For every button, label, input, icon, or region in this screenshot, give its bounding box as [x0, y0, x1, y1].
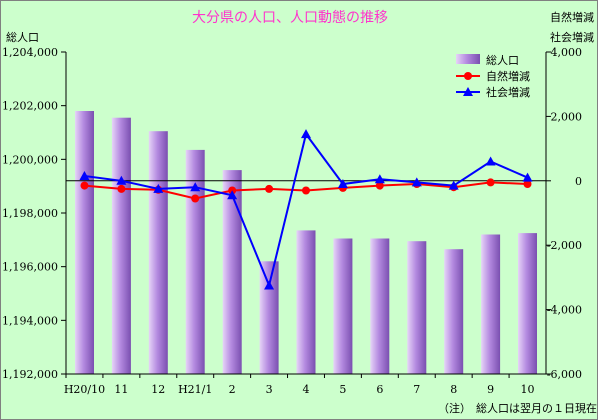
left-tick-label-3: 1,198,000 — [2, 207, 58, 220]
left-axis-label: 総人口 — [6, 30, 39, 44]
point-0-5 — [265, 184, 274, 193]
bar-series-group — [75, 111, 537, 374]
legend-label-1: 自然増減 — [486, 69, 530, 83]
x-tick-label-7: 5 — [339, 383, 346, 396]
x-tick-label-0: H20/10 — [64, 383, 105, 396]
left-tick-label-2: 1,196,000 — [2, 261, 58, 274]
legend-label-0: 総人口 — [486, 53, 519, 67]
x-tick-label-5: 3 — [266, 383, 273, 396]
legend-marker-2 — [463, 87, 473, 96]
right-tick-label-5: 4,000 — [551, 46, 583, 59]
x-tick-label-11: 9 — [487, 383, 494, 396]
point-1-4 — [227, 190, 238, 200]
bar-2 — [148, 131, 168, 374]
bar-1 — [111, 117, 131, 374]
right-tick-label-3: 0 — [575, 175, 582, 188]
point-1-9 — [411, 177, 422, 187]
right-tick-label-2: -2,000 — [547, 239, 582, 252]
x-tick-label-1: 11 — [114, 383, 128, 396]
point-1-7 — [337, 179, 348, 189]
point-0-8 — [375, 181, 384, 190]
point-1-10 — [448, 180, 459, 190]
left-tick-label-5: 1,202,000 — [2, 100, 58, 113]
x-tick-label-3: H21/1 — [178, 383, 212, 396]
point-1-8 — [374, 174, 385, 184]
bar-4 — [222, 170, 242, 374]
point-1-11 — [485, 156, 496, 166]
line-series-group — [79, 129, 533, 290]
point-1-5 — [264, 280, 275, 290]
point-1-3 — [190, 182, 201, 192]
bar-9 — [407, 241, 427, 374]
right-tick-label-0: -6,000 — [547, 368, 582, 381]
footnote: 総人口は翌月の１日現在 — [476, 401, 597, 415]
left-tick-label-4: 1,200,000 — [2, 153, 58, 166]
x-tick-label-2: 12 — [151, 383, 165, 396]
x-tick-label-9: 7 — [413, 383, 420, 396]
point-0-0 — [80, 181, 89, 190]
bar-5 — [259, 261, 279, 374]
point-0-1 — [117, 184, 126, 193]
point-1-0 — [79, 170, 90, 180]
left-tick-label-6: 1,204,000 — [2, 46, 58, 59]
x-tick-label-8: 6 — [376, 383, 383, 396]
point-1-2 — [153, 183, 164, 193]
point-0-6 — [302, 186, 310, 195]
point-1-1 — [116, 175, 127, 185]
chart-title: 大分県の人口、人口動態の推移 — [192, 10, 388, 26]
bar-8 — [370, 238, 390, 374]
point-1-6 — [301, 129, 311, 139]
legend-swatch-0 — [456, 54, 480, 64]
x-tick-label-4: 2 — [229, 383, 236, 396]
bar-11 — [481, 234, 501, 374]
right-axis-label-2: 社会増減 — [550, 30, 594, 44]
legend-marker-1 — [464, 72, 472, 80]
left-tick-label-1: 1,194,000 — [2, 314, 58, 327]
x-tick-label-6: 4 — [303, 383, 310, 396]
point-0-3 — [191, 194, 200, 203]
footnote-mark: （注） — [438, 401, 471, 415]
bar-6 — [296, 230, 316, 374]
legend-label-2: 社会増減 — [486, 85, 530, 99]
bar-10 — [444, 249, 464, 374]
right-axis-label-1: 自然増減 — [550, 10, 594, 24]
right-tick-label-1: -4,000 — [547, 304, 582, 317]
point-0-12 — [523, 180, 532, 188]
x-tick-label-10: 8 — [450, 383, 457, 396]
bar-3 — [185, 149, 205, 374]
left-tick-label-0: 1,192,000 — [2, 368, 58, 381]
bar-0 — [75, 111, 94, 374]
point-1-12 — [522, 172, 533, 182]
right-tick-label-4: 2,000 — [551, 110, 583, 123]
point-0-11 — [486, 178, 495, 187]
axes-group: 1,192,000 1,194,000 1,196,000 1,198,000 1,20… — [2, 46, 582, 396]
bar-7 — [333, 238, 353, 374]
x-tick-label-12: 10 — [521, 383, 535, 396]
bar-12 — [518, 233, 537, 374]
